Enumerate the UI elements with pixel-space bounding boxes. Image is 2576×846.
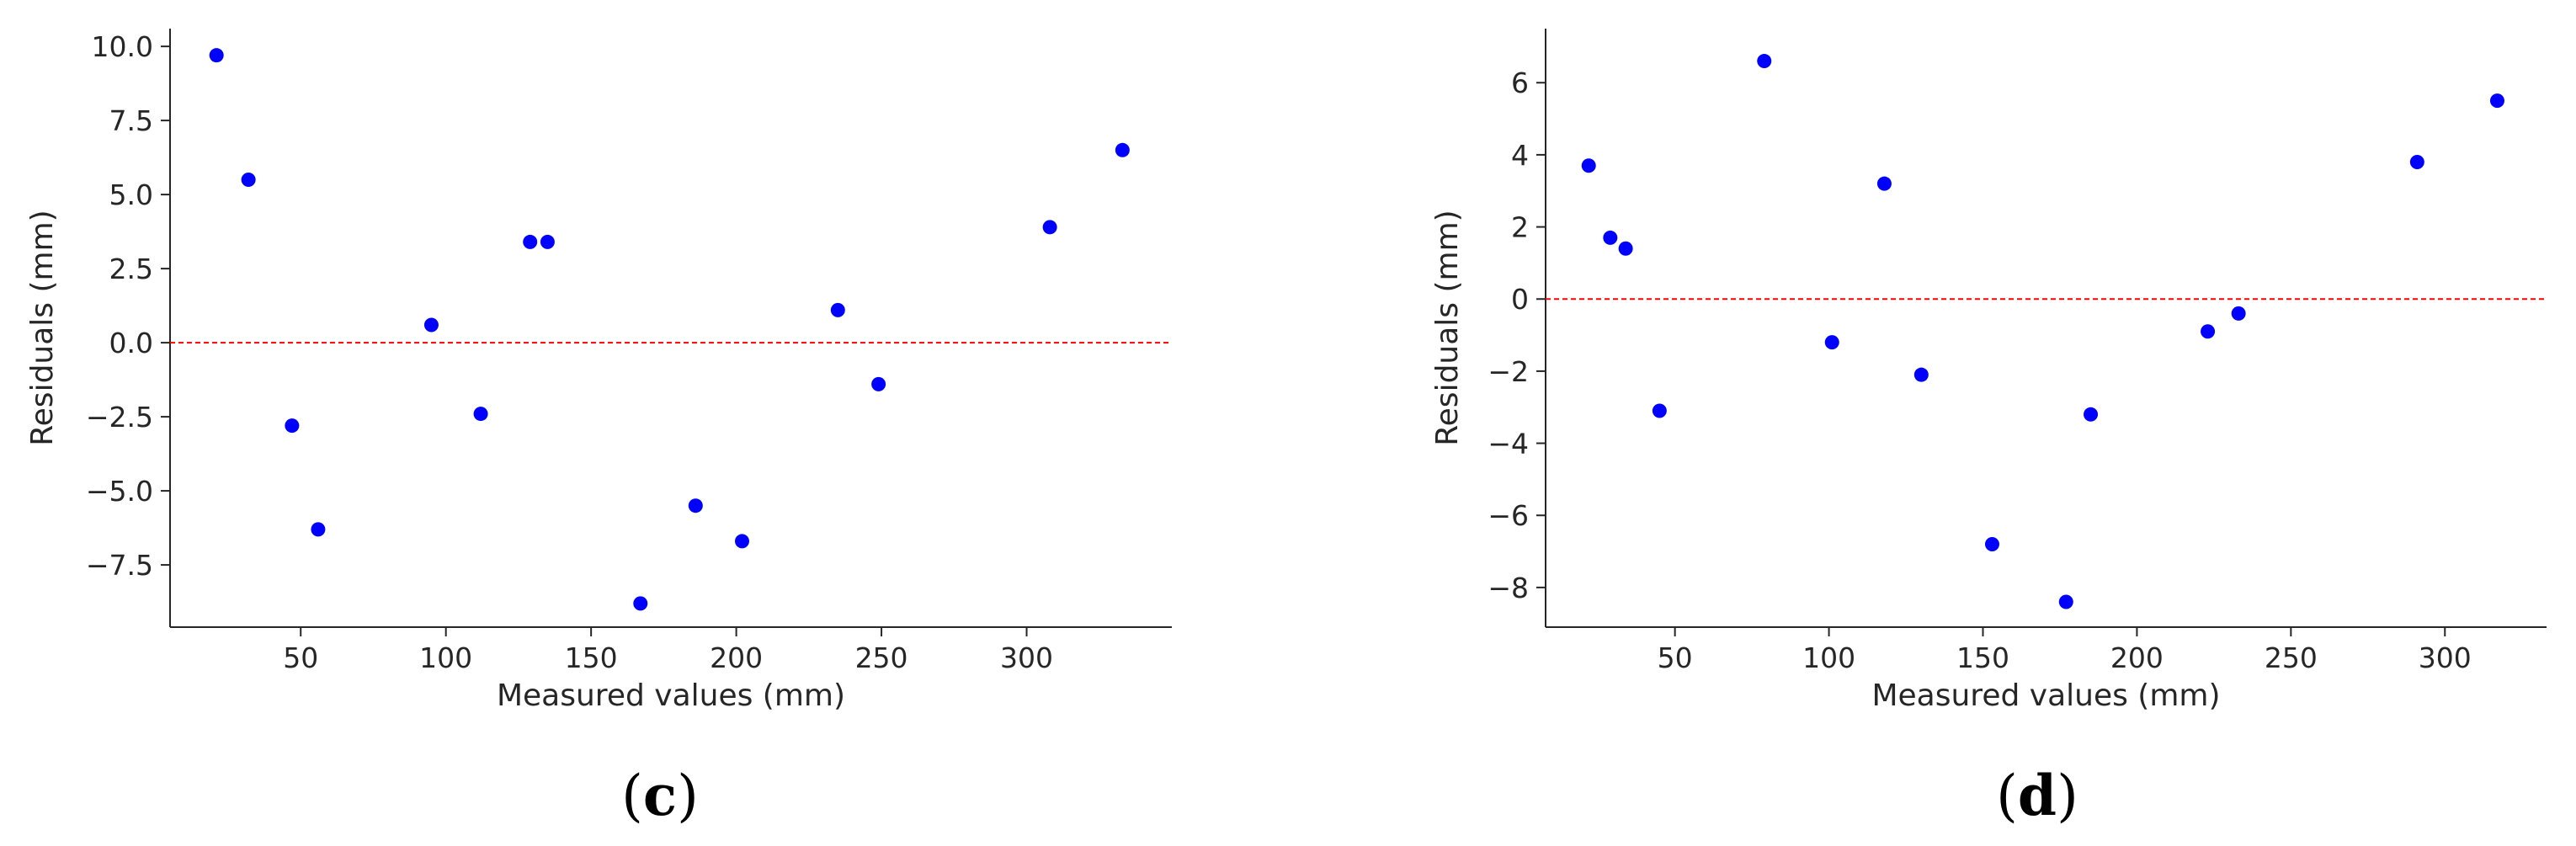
x-tick-label: 100 [1802, 641, 1855, 674]
y-axis-label: Residuals (mm) [25, 210, 60, 445]
x-tick-label: 300 [1000, 641, 1053, 674]
data-point [1042, 220, 1057, 235]
x-tick-label: 50 [283, 641, 318, 674]
data-point [735, 534, 750, 549]
data-point [2084, 407, 2099, 422]
data-point [540, 234, 555, 249]
y-axis-label: Residuals (mm) [1430, 210, 1465, 445]
data-point [1581, 158, 1596, 173]
data-point [2409, 154, 2424, 169]
x-tick-label: 300 [2419, 641, 2472, 674]
data-point [285, 418, 300, 434]
data-point [688, 498, 703, 513]
x-axis-label: Measured values (mm) [1871, 678, 2220, 713]
y-tick-label: 10.0 [92, 30, 153, 63]
data-point [1824, 335, 1839, 350]
y-tick-label: −2.5 [86, 401, 153, 434]
y-tick-label: 7.5 [109, 104, 153, 137]
data-point [1603, 230, 1618, 245]
x-axis-label: Measured values (mm) [497, 678, 845, 713]
data-point [2231, 306, 2246, 321]
y-tick-label: −6 [1488, 499, 1529, 532]
y-tick-label: −8 [1488, 572, 1529, 604]
x-tick-label: 100 [419, 641, 472, 674]
panel-label: (c) [621, 763, 699, 828]
y-tick-label: 0 [1511, 283, 1529, 316]
data-point [1984, 536, 1999, 551]
x-tick-label: 150 [565, 641, 618, 674]
data-point [473, 407, 488, 422]
data-point [209, 48, 224, 63]
data-point [1876, 176, 1892, 191]
data-point [423, 317, 439, 333]
data-point [2058, 594, 2073, 609]
x-tick-label: 50 [1658, 641, 1693, 674]
data-point [633, 596, 648, 611]
y-tick-label: 2.5 [109, 253, 153, 285]
data-point [2489, 93, 2504, 109]
x-tick-label: 200 [2110, 641, 2164, 674]
y-tick-label: 6 [1511, 67, 1529, 99]
chart-panel-c: 50 100 150 200 250 300 −7.5 −5.0 −2.5 0.0 2.5 5.0 7.… [25, 29, 1172, 828]
y-tick-label: −7.5 [86, 549, 153, 582]
data-point [1913, 367, 1929, 382]
data-point [311, 522, 326, 537]
data-point [2201, 324, 2216, 339]
data-point [830, 302, 845, 317]
data-point [871, 376, 886, 391]
y-tick-label: 4 [1511, 139, 1529, 172]
y-tick-label: −5.0 [86, 475, 153, 508]
x-tick-label: 250 [2265, 641, 2318, 674]
data-point [523, 234, 538, 249]
data-point [1757, 54, 1772, 69]
y-tick-label: 0.0 [109, 327, 153, 359]
y-tick-label: −4 [1488, 428, 1529, 460]
panel-label: (d) [1996, 763, 2078, 828]
data-point [1652, 403, 1667, 418]
x-tick-label: 200 [710, 641, 763, 674]
chart-panel-d: 50 100 150 200 250 300 −8 −6 −4 −2 0 2 4 6 Measured va… [1430, 29, 2547, 828]
x-tick-label: 150 [1956, 641, 2009, 674]
data-point [241, 173, 256, 188]
data-point [1618, 241, 1633, 256]
x-tick-label: 250 [855, 641, 908, 674]
y-tick-label: 2 [1511, 211, 1529, 244]
y-tick-label: 5.0 [109, 178, 153, 211]
data-point [1115, 142, 1130, 157]
y-tick-label: −2 [1488, 355, 1529, 388]
